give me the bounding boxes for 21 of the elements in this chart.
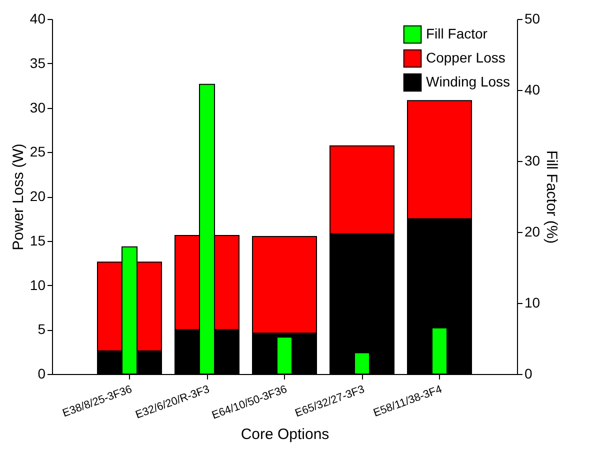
y-tick-label: 40 [30,10,46,26]
y2-tick-label: 10 [524,294,540,310]
y-tick-label: 30 [30,99,46,116]
y2-tick-label: 30 [524,152,540,168]
legend-label: Winding Loss [426,74,510,90]
x-axis-title: Core Options [240,426,330,443]
y2-tick-label: 40 [524,82,540,98]
y-tick-label: 0 [38,366,46,382]
y-tick-label: 5 [38,321,46,338]
y-tick-label: 10 [30,276,46,293]
y-tick-label: 15 [30,232,46,248]
y-tick-label: 20 [30,188,46,204]
legend-label: Fill Factor [426,26,488,42]
y2-tick-label: 50 [524,10,540,26]
y-axis-title: Power Loss (W) [10,144,27,250]
y2-tick-label: 20 [524,224,540,240]
y2-tick-label: 0 [524,366,532,382]
y2-axis-title: Fill Factor (%) [543,150,560,244]
y-tick-label: 25 [30,144,46,160]
y-tick-label: 35 [30,54,46,71]
legend-label: Copper Loss [426,50,506,66]
